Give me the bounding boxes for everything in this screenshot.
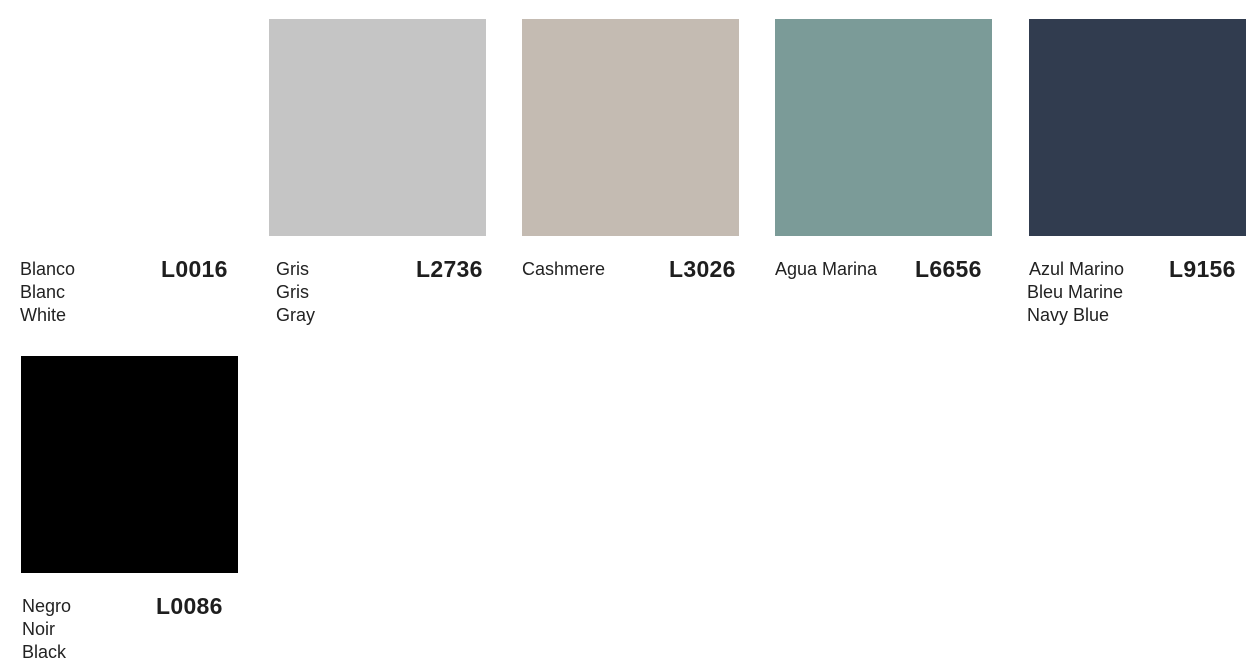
color-swatch-navy-blue [1029, 19, 1246, 236]
color-name-fr: Blanc [20, 282, 66, 302]
color-swatch-white [20, 19, 237, 236]
color-name: Cashmere [522, 259, 606, 279]
color-names: Gris Gris Gray [276, 258, 315, 327]
color-name-fr: Bleu Marine [1027, 282, 1124, 302]
color-swatch-black [21, 356, 238, 573]
color-code: L2736 [416, 256, 483, 282]
color-name-fr: Gris [276, 282, 309, 302]
color-swatch-cashmere [522, 19, 739, 236]
color-names: Agua Marina [775, 258, 877, 281]
color-name-es: Gris [276, 259, 309, 279]
color-name-en: Gray [276, 305, 316, 325]
color-name-es: Azul Marino [1029, 259, 1125, 279]
color-swatch-gray [269, 19, 486, 236]
color-name: Agua Marina [775, 259, 878, 279]
color-swatch-agua-marina [775, 19, 992, 236]
color-name-fr: Noir [22, 619, 56, 639]
color-names: Azul Marino Bleu Marine Navy Blue [1027, 258, 1124, 327]
color-name-es: Negro [22, 596, 72, 616]
color-code: L9156 [1169, 256, 1236, 282]
color-names: Blanco Blanc White [20, 258, 75, 327]
color-code: L3026 [669, 256, 736, 282]
color-code: L0086 [156, 593, 223, 619]
color-name-es: Blanco [20, 259, 76, 279]
color-name-en: White [20, 305, 67, 325]
color-name-en: Black [22, 642, 67, 662]
color-name-en: Navy Blue [1027, 305, 1110, 325]
color-code: L0016 [161, 256, 228, 282]
color-names: Negro Noir Black [22, 595, 71, 664]
color-names: Cashmere [522, 258, 605, 281]
color-code: L6656 [915, 256, 982, 282]
